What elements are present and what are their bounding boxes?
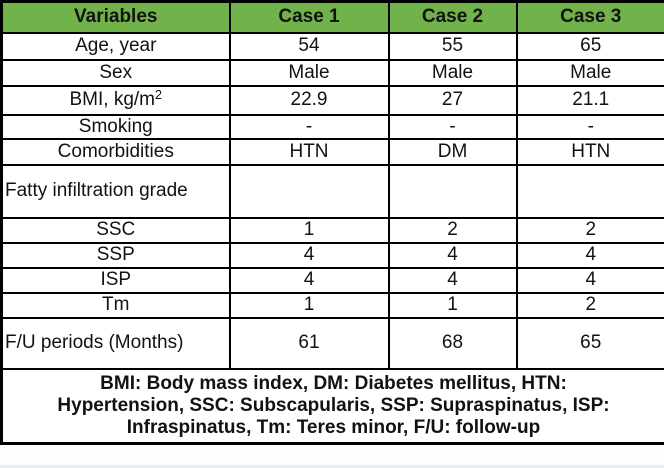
table-row: F/U periods (Months) 61 68 65	[0, 317, 664, 370]
row-label-superscript: 2	[155, 88, 162, 103]
footnote-row: BMI: Body mass index, DM: Diabetes melli…	[0, 368, 664, 445]
row-label: Sex	[0, 59, 231, 87]
row-value: 2	[387, 217, 518, 244]
page-background-sliver	[0, 465, 664, 468]
row-value: 4	[515, 242, 664, 269]
column-header-variables: Variables	[0, 0, 231, 34]
row-value: 1	[387, 292, 518, 319]
row-value: 1	[228, 292, 390, 319]
footnote-line: Infraspinatus, Tm: Teres minor, F/U: fol…	[126, 417, 541, 438]
row-label: Smoking	[0, 114, 231, 140]
case-comparison-table: Variables Case 1 Case 2 Case 3 Age, year…	[0, 0, 664, 445]
row-value: 4	[228, 267, 390, 294]
column-header-case2: Case 2	[387, 0, 518, 34]
column-header-case1: Case 1	[228, 0, 390, 34]
row-value: 4	[515, 267, 664, 294]
row-value: 2	[515, 217, 664, 244]
row-value: 54	[228, 32, 390, 61]
table-footnote: BMI: Body mass index, DM: Diabetes melli…	[0, 368, 664, 445]
table-row: Comorbidities HTN DM HTN	[0, 138, 664, 166]
row-label: ISP	[0, 267, 231, 294]
row-value	[228, 164, 390, 219]
row-value: 2	[515, 292, 664, 319]
table-row: Sex Male Male Male	[0, 59, 664, 87]
table-row: Fatty infiltration grade	[0, 164, 664, 219]
table-row: SSC 1 2 2	[0, 217, 664, 244]
row-value	[387, 164, 518, 219]
row-label: Age, year	[0, 32, 231, 61]
table-body: Age, year 54 55 65 Sex Male Male Male BMI, kg/m2…	[0, 32, 664, 370]
row-value: 65	[515, 317, 664, 370]
column-header-case3: Case 3	[515, 0, 664, 34]
row-label: Fatty infiltration grade	[0, 164, 231, 219]
row-value: Male	[387, 59, 518, 87]
footnote-line: Hypertension, SSC: Subscapularis, SSP: S…	[57, 395, 610, 416]
table-row: ISP 4 4 4	[0, 267, 664, 294]
row-value: -	[228, 114, 390, 140]
table-row: SSP 4 4 4	[0, 242, 664, 269]
row-value: HTN	[228, 138, 390, 166]
table-row: BMI, kg/m2 22.9 27 21.1	[0, 85, 664, 116]
row-value: 68	[387, 317, 518, 370]
row-value: 27	[387, 85, 518, 116]
row-value: -	[515, 114, 664, 140]
row-value: 4	[387, 267, 518, 294]
row-label: BMI, kg/m2	[0, 85, 231, 116]
row-value: 21.1	[515, 85, 664, 116]
row-value: 61	[228, 317, 390, 370]
header-row: Variables Case 1 Case 2 Case 3	[0, 0, 664, 34]
row-value: 55	[387, 32, 518, 61]
row-value: Male	[515, 59, 664, 87]
row-value: HTN	[515, 138, 664, 166]
row-label: Comorbidities	[0, 138, 231, 166]
row-label: F/U periods (Months)	[0, 317, 231, 370]
row-label: Tm	[0, 292, 231, 319]
footnote-line: BMI: Body mass index, DM: Diabetes melli…	[100, 373, 567, 394]
row-value: 4	[387, 242, 518, 269]
row-label: SSP	[0, 242, 231, 269]
row-value: 4	[228, 242, 390, 269]
row-value: Male	[228, 59, 390, 87]
row-value: 65	[515, 32, 664, 61]
table-row: Age, year 54 55 65	[0, 32, 664, 61]
row-value	[515, 164, 664, 219]
table-row: Smoking - - -	[0, 114, 664, 140]
row-value: 1	[228, 217, 390, 244]
table-row: Tm 1 1 2	[0, 292, 664, 319]
row-value: DM	[387, 138, 518, 166]
row-label: SSC	[0, 217, 231, 244]
row-value: 22.9	[228, 85, 390, 116]
row-value: -	[387, 114, 518, 140]
